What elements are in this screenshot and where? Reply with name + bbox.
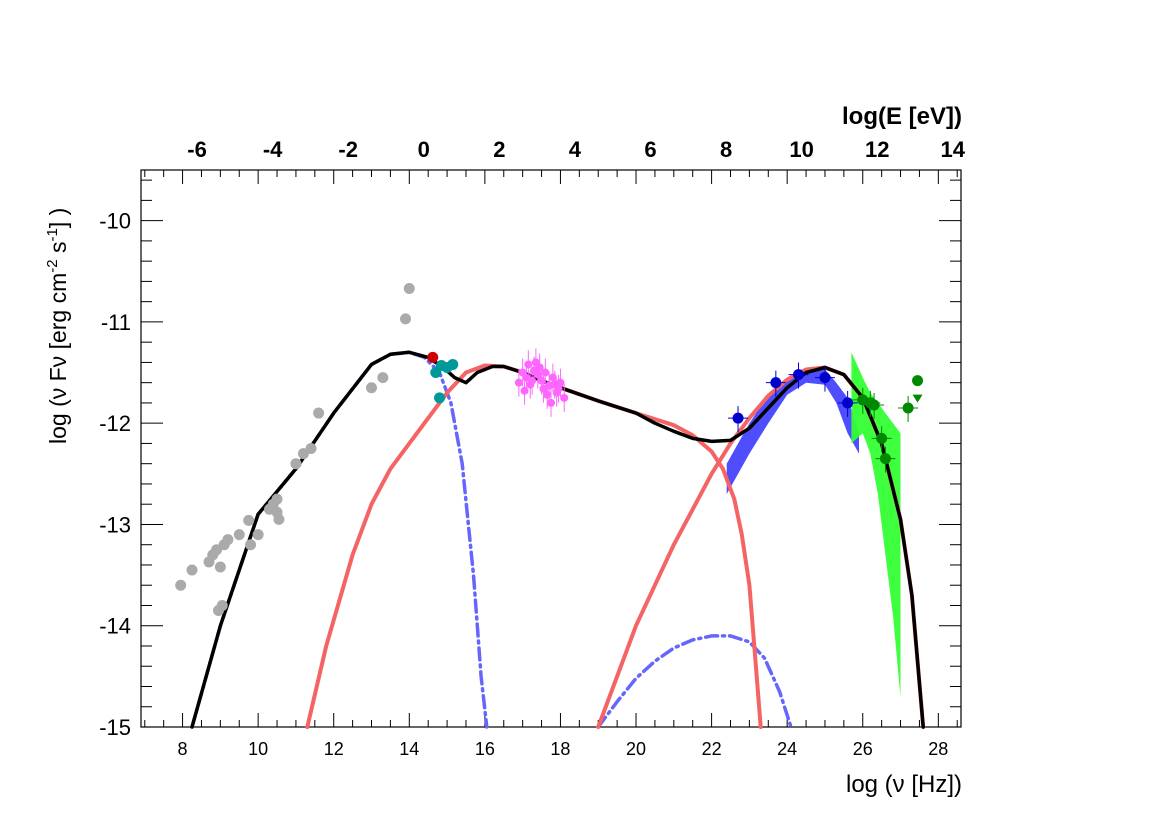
top-tick-label: -4 [263, 137, 283, 162]
model-curve-1 [596, 634, 793, 729]
x-tick-label: 12 [324, 739, 344, 759]
top-tick-label: 4 [569, 137, 582, 162]
x-axis-title: log (ν [Hz]) [846, 771, 962, 798]
vhe-point [902, 402, 914, 414]
archival-point [186, 564, 198, 576]
data-points [175, 282, 924, 617]
archival-point [313, 407, 325, 419]
y-tick-label: -12 [99, 411, 131, 436]
axis-ticks [141, 170, 961, 728]
red-point [427, 351, 439, 363]
x-tick-label: 18 [550, 739, 570, 759]
xray-point [548, 373, 557, 382]
y-tick-label: -13 [99, 512, 131, 537]
y-axis-title: log (ν Fν [erg cm-2 s-1] ) [44, 208, 71, 444]
x-tick-label: 28 [928, 739, 948, 759]
vhe-point [879, 453, 891, 465]
fermi-point [793, 369, 805, 381]
model-curves [190, 350, 926, 729]
fermi-point [732, 412, 744, 424]
top-axis-title: log(E [eV]) [842, 103, 962, 130]
fermi-point [842, 397, 854, 409]
archival-point [271, 506, 283, 518]
vhe-point [868, 399, 880, 411]
xray-point [537, 376, 546, 385]
xray-point [560, 393, 569, 402]
model-curve-2 [305, 363, 763, 729]
plot-frame [140, 169, 962, 728]
optical-uv-point [434, 392, 446, 404]
top-tick-label: 0 [418, 137, 430, 162]
xray-point [535, 363, 544, 372]
vhe-upper-limit-point [912, 375, 924, 387]
xray-point [543, 390, 552, 399]
y-tick-label: -11 [101, 310, 131, 335]
x-tick-label: 20 [626, 739, 646, 759]
top-tick-label: 2 [493, 137, 505, 162]
model-curve-4 [190, 350, 925, 729]
archival-point [233, 529, 245, 541]
xray-point [528, 376, 537, 385]
x-tick-label: 26 [853, 739, 873, 759]
archival-point [243, 514, 255, 526]
x-tick-label: 10 [248, 739, 268, 759]
vhe-point [876, 432, 888, 444]
y-tick-label: -14 [99, 614, 131, 639]
archival-point [366, 382, 378, 394]
top-tick-label: -2 [338, 137, 358, 162]
x-tick-label: 22 [702, 739, 722, 759]
xray-point [520, 386, 529, 395]
xray-point [524, 360, 533, 369]
top-tick-label: -6 [187, 137, 207, 162]
xray-point [514, 378, 523, 387]
archival-point [214, 561, 226, 573]
top-tick-label: 12 [865, 137, 889, 162]
x-tick-label: 14 [399, 739, 419, 759]
x-tick-label: 24 [777, 739, 797, 759]
y-tick-label: -10 [99, 209, 131, 234]
archival-point [271, 493, 283, 505]
y-tick-label: -15 [99, 715, 131, 740]
archival-point [400, 313, 412, 325]
archival-point [305, 443, 317, 454]
archival-point [290, 458, 302, 470]
xray-point [541, 368, 550, 377]
top-tick-label: 10 [789, 137, 813, 162]
x-tick-label: 8 [178, 739, 188, 759]
archival-point [222, 534, 234, 546]
band-0 [726, 367, 859, 495]
optical-uv-point [447, 358, 459, 370]
upper-limit-arrow [912, 394, 923, 403]
xray-point [547, 398, 555, 407]
archival-point [245, 539, 257, 551]
top-tick-label: 8 [720, 137, 732, 162]
archival-point [377, 372, 389, 384]
fermi-point [770, 377, 782, 389]
fermi-point [819, 372, 831, 384]
top-tick-label: 14 [941, 137, 966, 162]
archival-point [216, 599, 228, 611]
archival-point [403, 282, 415, 294]
xray-point [554, 384, 563, 393]
top-tick-label: 6 [644, 137, 656, 162]
tick-labels: 8 10 12 14 16 18 20 22 24 26 28-6 -4 -2 0 2 4 6 8 10 12 14-1… [99, 137, 966, 759]
archival-point [175, 579, 187, 591]
archival-point [252, 529, 264, 541]
x-tick-label: 16 [475, 739, 495, 759]
